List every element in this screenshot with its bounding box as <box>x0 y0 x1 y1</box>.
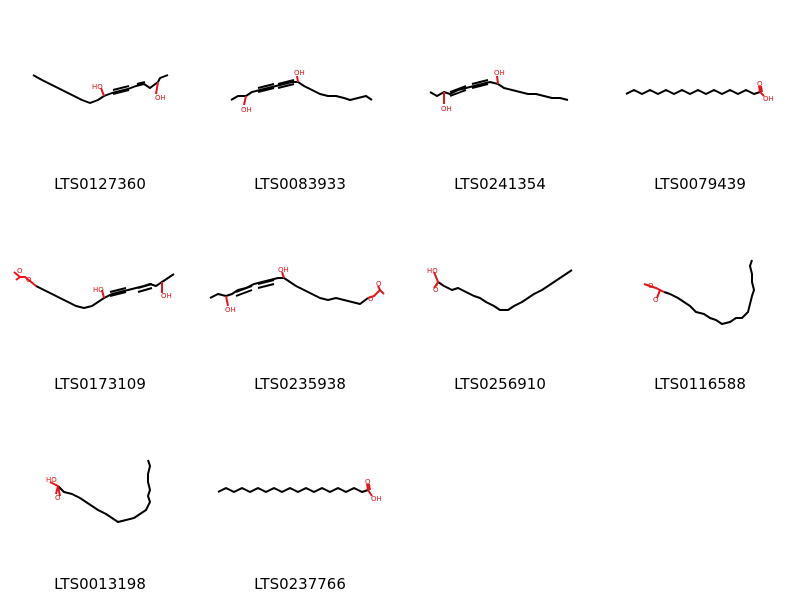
atom-label: HO <box>46 476 57 484</box>
molecule-id: LTS0116588 <box>654 375 746 393</box>
molecule-id: LTS0079439 <box>654 175 746 193</box>
atom-label: OH <box>494 69 505 77</box>
molecule-structure: O OH <box>217 478 382 503</box>
molecule-structure: OH OH <box>429 69 569 113</box>
molecule-cell: HO O LTS0013198 <box>0 400 200 600</box>
molecule-id: LTS0083933 <box>254 175 346 193</box>
atom-label: O <box>26 276 32 284</box>
atom-label: O <box>368 295 374 303</box>
molecule-structure: O OH <box>625 80 774 103</box>
molecule-id: LTS0013198 <box>54 575 146 593</box>
molecule-structure: OH OH <box>230 69 373 114</box>
atom-label: O <box>653 296 659 304</box>
atom-label: O <box>365 478 371 486</box>
molecule-cell: OH OH LTS0241354 <box>400 0 600 200</box>
atom-label: OH <box>441 105 452 113</box>
molecule-cell: O OH LTS0079439 <box>600 0 800 200</box>
molecule-cell: OH OH O O LTS0235938 <box>200 200 400 400</box>
molecule-cell: O O HO OH LTS0173109 <box>0 200 200 400</box>
atom-label: O <box>55 494 61 502</box>
atom-label: HO <box>427 267 438 275</box>
molecule-structure: HO O <box>427 267 573 311</box>
molecule-cell: OH OH LTS0083933 <box>200 0 400 200</box>
molecule-cell: HO OH LTS0127360 <box>0 0 200 200</box>
molecule-cell: O OH LTS0237766 <box>200 400 400 600</box>
molecule-id: LTS0237766 <box>254 575 346 593</box>
atom-label: O <box>376 280 382 288</box>
atom-label: OH <box>294 69 305 77</box>
molecule-structure: OH OH O O <box>209 266 385 314</box>
molecule-structure: O O HO OH <box>13 267 175 309</box>
atom-label: O <box>17 267 23 275</box>
atom-label: OH <box>371 495 382 503</box>
molecule-id: LTS0173109 <box>54 375 146 393</box>
molecule-id: LTS0256910 <box>454 375 546 393</box>
atom-label: O <box>433 286 439 294</box>
atom-label: OH <box>241 106 252 114</box>
molecule-structure: HO OH <box>32 74 169 104</box>
atom-label: OH <box>155 94 166 102</box>
molecule-structure: HO O <box>46 459 151 523</box>
molecule-structure: O O <box>643 259 755 325</box>
atom-label: OH <box>225 306 236 314</box>
molecule-id: LTS0235938 <box>254 375 346 393</box>
atom-label: HO <box>93 286 104 294</box>
atom-label: O <box>648 282 654 290</box>
atom-label: O <box>757 80 763 88</box>
molecule-id: LTS0241354 <box>454 175 546 193</box>
molecule-id: LTS0127360 <box>54 175 146 193</box>
molecule-cell: HO O LTS0256910 <box>400 200 600 400</box>
atom-label: OH <box>763 95 774 103</box>
atom-label: OH <box>278 266 289 274</box>
atom-label: HO <box>92 83 103 91</box>
molecule-cell: O O LTS0116588 <box>600 200 800 400</box>
atom-label: OH <box>161 292 172 300</box>
